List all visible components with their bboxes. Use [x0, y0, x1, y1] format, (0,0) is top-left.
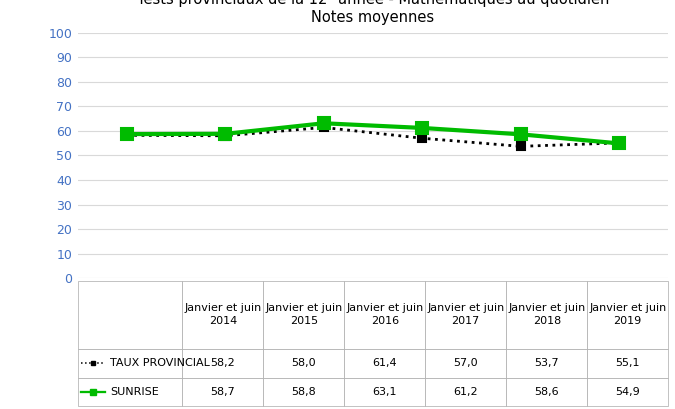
- FancyBboxPatch shape: [425, 378, 506, 407]
- FancyBboxPatch shape: [344, 281, 425, 349]
- FancyBboxPatch shape: [344, 349, 425, 378]
- FancyBboxPatch shape: [263, 378, 344, 407]
- FancyBboxPatch shape: [587, 281, 668, 349]
- Text: Janvier et juin
2019: Janvier et juin 2019: [589, 303, 666, 326]
- Text: 54,9: 54,9: [616, 387, 640, 397]
- Text: 58,2: 58,2: [211, 358, 235, 368]
- Text: 58,8: 58,8: [292, 387, 316, 397]
- Text: 58,6: 58,6: [535, 387, 559, 397]
- FancyBboxPatch shape: [506, 378, 587, 407]
- FancyBboxPatch shape: [78, 349, 182, 378]
- FancyBboxPatch shape: [182, 378, 263, 407]
- FancyBboxPatch shape: [587, 378, 668, 407]
- FancyBboxPatch shape: [506, 281, 587, 349]
- Title: Tests provinciaux de la 12ᵉ année - Mathématiques au quotidien
Notes moyennes: Tests provinciaux de la 12ᵉ année - Math…: [137, 0, 609, 25]
- Text: Janvier et juin
2017: Janvier et juin 2017: [427, 303, 504, 326]
- Text: SUNRISE: SUNRISE: [110, 387, 159, 397]
- Text: 58,0: 58,0: [292, 358, 316, 368]
- Text: Janvier et juin
2018: Janvier et juin 2018: [508, 303, 585, 326]
- Text: 55,1: 55,1: [616, 358, 640, 368]
- Text: TAUX PROVINCIAL: TAUX PROVINCIAL: [110, 358, 210, 368]
- Text: Janvier et juin
2014: Janvier et juin 2014: [184, 303, 261, 326]
- FancyBboxPatch shape: [182, 349, 263, 378]
- Text: Janvier et juin
2015: Janvier et juin 2015: [265, 303, 342, 326]
- Text: 53,7: 53,7: [535, 358, 559, 368]
- FancyBboxPatch shape: [344, 378, 425, 407]
- Text: 61,2: 61,2: [454, 387, 478, 397]
- FancyBboxPatch shape: [78, 281, 182, 349]
- FancyBboxPatch shape: [263, 349, 344, 378]
- Text: 58,7: 58,7: [211, 387, 235, 397]
- FancyBboxPatch shape: [425, 349, 506, 378]
- FancyBboxPatch shape: [182, 281, 263, 349]
- FancyBboxPatch shape: [425, 281, 506, 349]
- FancyBboxPatch shape: [263, 281, 344, 349]
- FancyBboxPatch shape: [506, 349, 587, 378]
- Text: 57,0: 57,0: [454, 358, 478, 368]
- FancyBboxPatch shape: [587, 349, 668, 378]
- Text: 63,1: 63,1: [373, 387, 397, 397]
- Text: Janvier et juin
2016: Janvier et juin 2016: [346, 303, 423, 326]
- Text: 61,4: 61,4: [373, 358, 397, 368]
- FancyBboxPatch shape: [78, 378, 182, 407]
